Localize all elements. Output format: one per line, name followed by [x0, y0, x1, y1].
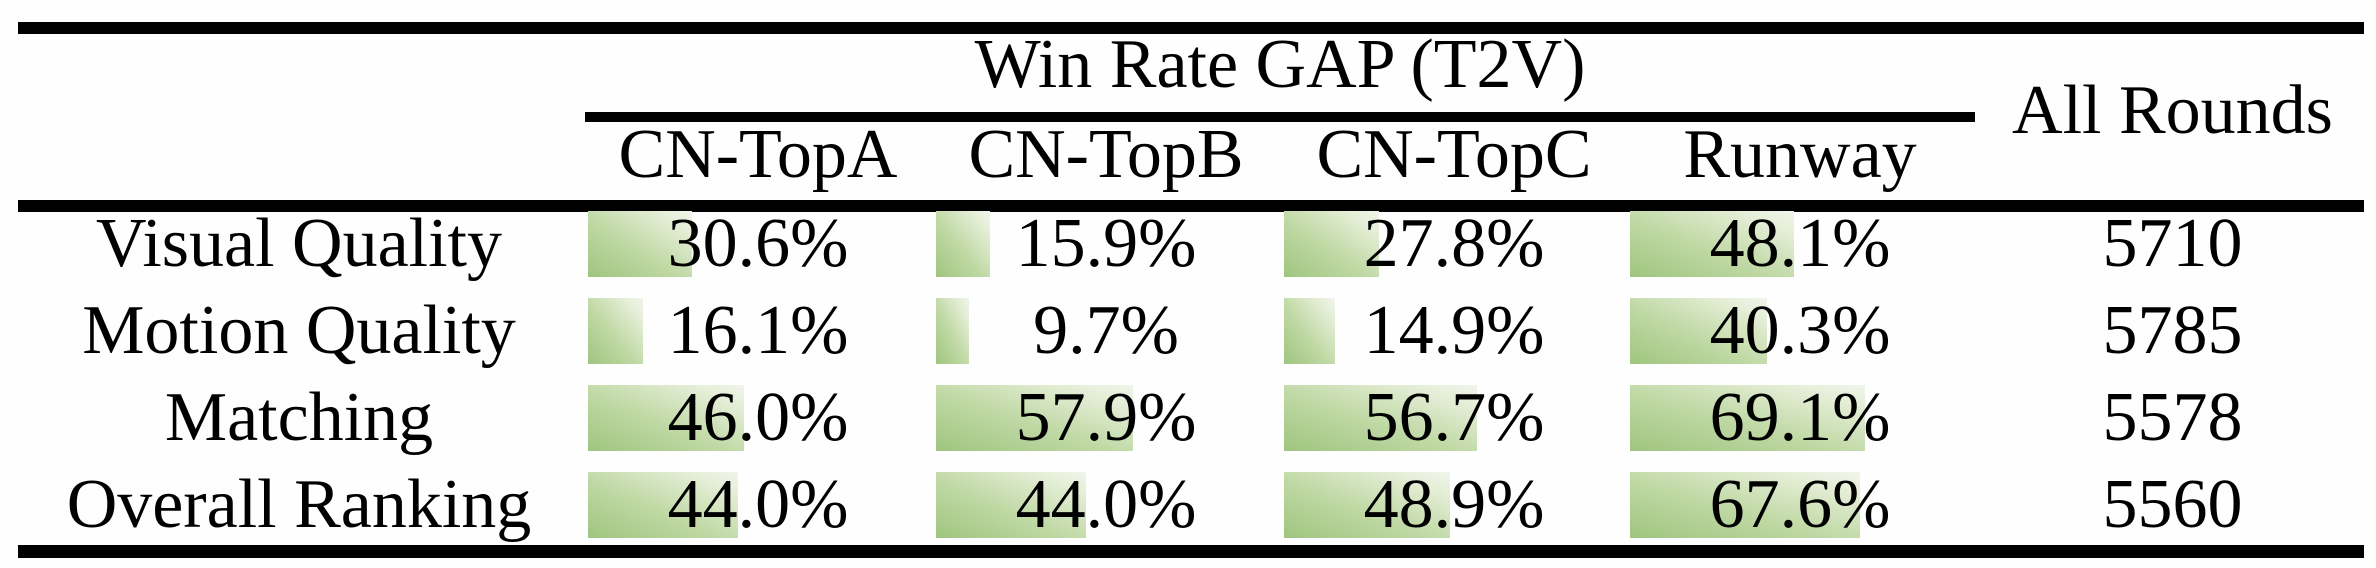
column-header: Runway: [1683, 116, 1917, 193]
cell-value: 48.1%: [1709, 205, 1891, 282]
cell-value: 57.9%: [1015, 379, 1197, 456]
cell-value: 14.9%: [1363, 292, 1545, 369]
cell-value: 48.9%: [1363, 466, 1545, 543]
column-header: CN-TopA: [618, 116, 898, 193]
cell-value: 69.1%: [1709, 379, 1891, 456]
cell-value: 56.7%: [1363, 379, 1545, 456]
row-label: Overall Ranking: [66, 466, 532, 543]
data-bar: [588, 385, 744, 451]
top-rule: [18, 22, 2364, 34]
cell-value: 40.3%: [1709, 292, 1891, 369]
cell-value: 30.6%: [667, 205, 849, 282]
cell-value: 67.6%: [1709, 466, 1891, 543]
all-rounds-value: 5710: [2102, 205, 2243, 282]
row-label: Visual Quality: [95, 205, 503, 282]
all-rounds-value: 5560: [2102, 466, 2243, 543]
data-bar: [1284, 472, 1450, 538]
cell-value: 44.0%: [1015, 466, 1197, 543]
cell-value: 16.1%: [667, 292, 849, 369]
cell-value: 46.0%: [667, 379, 849, 456]
data-bar: [936, 298, 969, 364]
cell-value: 44.0%: [667, 466, 849, 543]
column-header: CN-TopC: [1316, 116, 1592, 193]
column-header: CN-TopB: [968, 116, 1244, 193]
data-bar: [1284, 298, 1335, 364]
data-bar: [1630, 385, 1865, 451]
header-body-rule: [18, 200, 2364, 212]
row-label: Matching: [164, 379, 434, 456]
all-rounds-value: 5785: [2102, 292, 2243, 369]
all-rounds-column-header: All Rounds: [2012, 72, 2333, 149]
data-bar: [1284, 211, 1379, 277]
cell-value: 27.8%: [1363, 205, 1545, 282]
data-bar: [588, 298, 643, 364]
group-header: Win Rate GAP (T2V): [974, 26, 1586, 103]
bottom-rule: [18, 545, 2364, 558]
cell-value: 9.7%: [1033, 292, 1179, 369]
cell-value: 15.9%: [1015, 205, 1197, 282]
data-bar: [1630, 211, 1794, 277]
data-bar: [588, 472, 738, 538]
data-bar: [1630, 472, 1860, 538]
all-rounds-value: 5578: [2102, 379, 2243, 456]
group-header-underline: [585, 112, 1975, 122]
data-bar: [936, 385, 1133, 451]
row-label: Motion Quality: [82, 292, 516, 369]
data-bar: [588, 211, 692, 277]
data-bar: [1284, 385, 1477, 451]
data-bar: [936, 472, 1086, 538]
data-bar: [1630, 298, 1767, 364]
data-bar: [936, 211, 990, 277]
